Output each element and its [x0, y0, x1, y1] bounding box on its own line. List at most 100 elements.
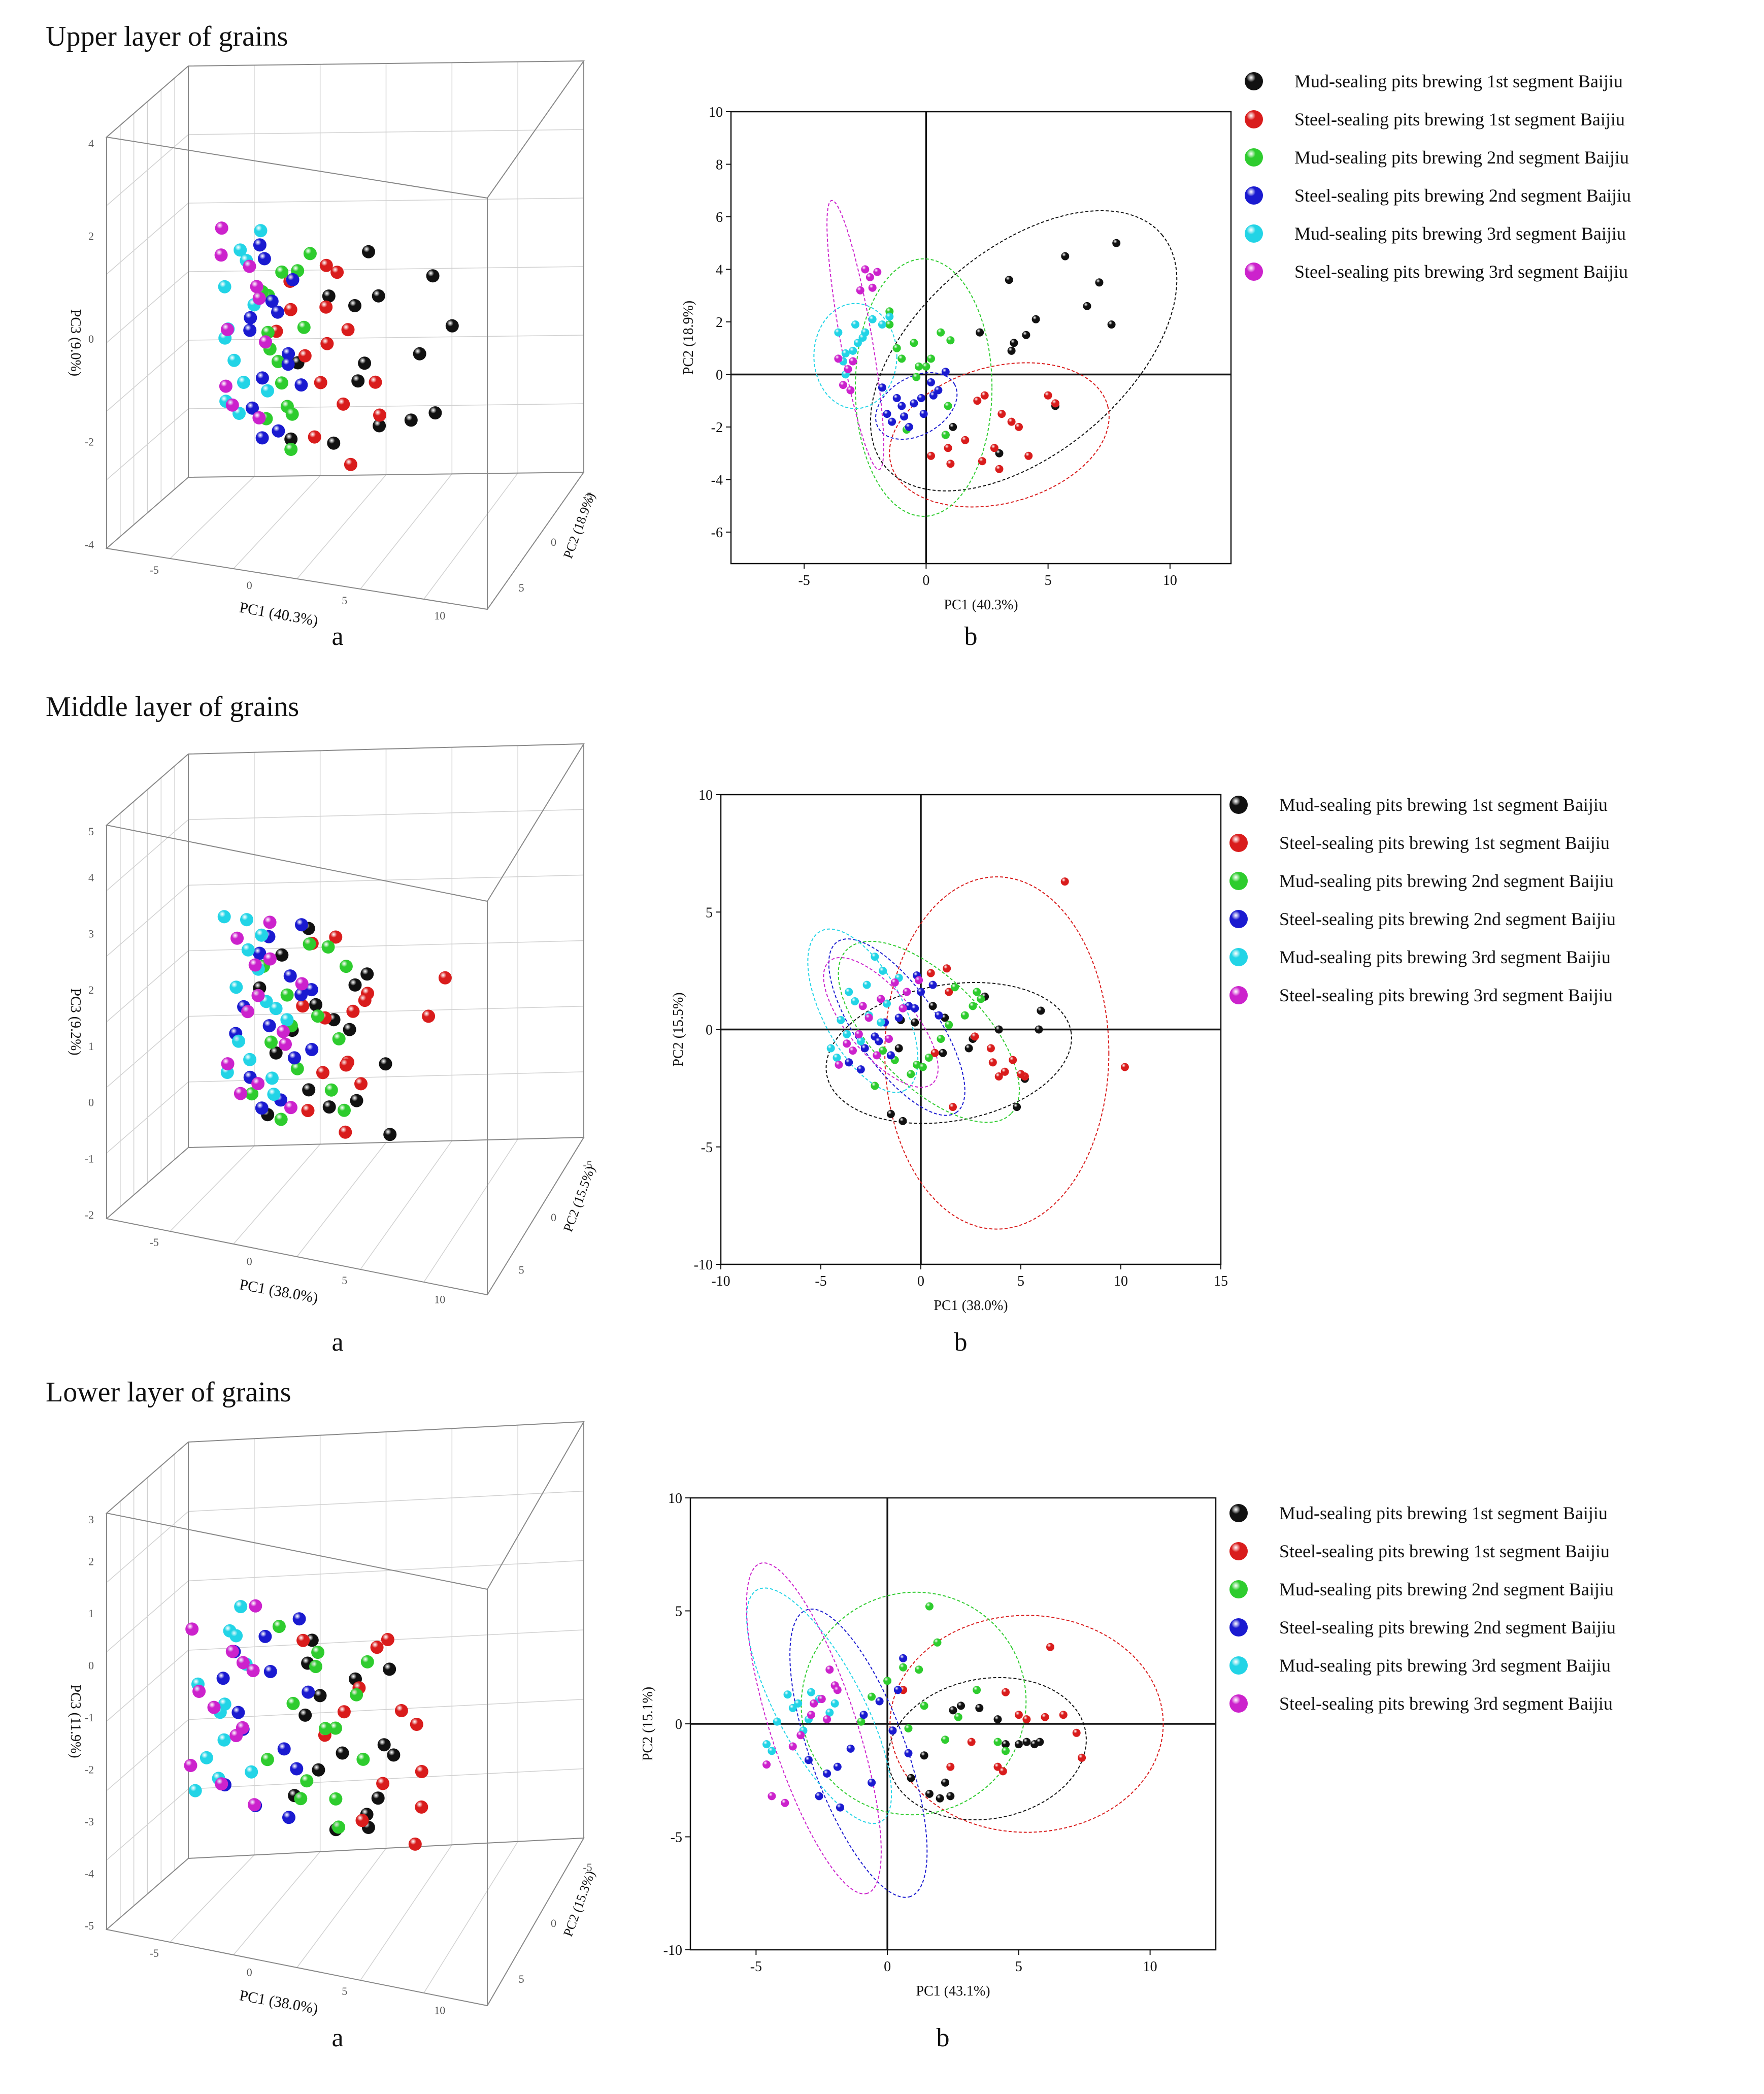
- 3d-data-point: [225, 398, 239, 412]
- 3d-data-point: [214, 248, 228, 262]
- data-point: [977, 995, 985, 1003]
- 3d-data-point: [294, 988, 308, 1001]
- data-point: [899, 1663, 908, 1672]
- 3d-data-point: [248, 1798, 261, 1812]
- confidence-ellipse: [838, 940, 1020, 1123]
- 3d-data-point: [245, 1765, 258, 1779]
- 3d-data-point: [422, 1009, 436, 1023]
- legend-label: Mud-sealing pits brewing 3rd segment Bai…: [1294, 223, 1626, 244]
- 3d-data-point: [246, 1664, 260, 1678]
- legend-marker: [1245, 72, 1263, 90]
- x-axis-title: PC1 (38.0%): [934, 1298, 1008, 1314]
- y-tick-label: 10: [698, 788, 713, 803]
- legend-marker: [1245, 263, 1263, 281]
- 3d-data-point: [259, 335, 272, 349]
- data-point: [783, 1690, 792, 1699]
- 3d-data-point: [319, 1722, 332, 1736]
- data-point: [849, 357, 857, 366]
- data-point: [1013, 1103, 1021, 1111]
- 3d-data-point: [229, 1729, 243, 1743]
- 3d-data-point: [343, 1023, 356, 1036]
- data-point: [846, 386, 855, 395]
- data-point: [976, 328, 984, 337]
- 3d-data-point: [280, 1013, 294, 1027]
- legend-label: Steel-sealing pits brewing 3rd segment B…: [1279, 1693, 1613, 1714]
- data-point: [833, 1762, 842, 1771]
- legend-marker: [1245, 110, 1263, 128]
- grid-line: [188, 1560, 584, 1582]
- data-point: [807, 1688, 815, 1696]
- 3d-data-point: [261, 384, 274, 398]
- 3d-data-point: [227, 353, 241, 367]
- 3d-data-point: [387, 1748, 401, 1762]
- z-tick-label: -2: [85, 1763, 94, 1776]
- data-point: [846, 1744, 855, 1753]
- 3d-data-point: [327, 436, 341, 450]
- data-point: [922, 362, 930, 371]
- 3d-data-point: [341, 323, 355, 337]
- data-point: [807, 1711, 815, 1719]
- data-point: [925, 1789, 934, 1798]
- data-point: [939, 1049, 947, 1057]
- data-point: [849, 1046, 857, 1055]
- data-point: [907, 1774, 915, 1782]
- 3d-data-point: [241, 943, 255, 957]
- grid-line: [423, 1841, 518, 1993]
- 3d-data-point: [284, 303, 297, 316]
- data-point: [980, 391, 989, 400]
- 3d-data-point: [329, 1721, 342, 1735]
- x-tick-label: -5: [815, 1273, 826, 1289]
- grid-line: [170, 476, 255, 559]
- data-point: [1037, 1006, 1045, 1015]
- y-tick-label: 5: [519, 1263, 524, 1276]
- legend-label: Steel-sealing pits brewing 1st segment B…: [1279, 833, 1610, 853]
- 3d-data-point: [336, 1746, 349, 1760]
- y-tick-label: 0: [551, 1211, 556, 1224]
- legend-label: Mud-sealing pits brewing 2nd segment Bai…: [1279, 1579, 1614, 1599]
- data-point: [868, 315, 877, 323]
- data-point: [849, 346, 857, 355]
- data-point: [898, 1004, 907, 1012]
- data-point: [1061, 252, 1070, 260]
- y-tick-label: -10: [663, 1943, 682, 1958]
- 3d-data-point: [360, 967, 374, 981]
- data-point: [879, 1046, 887, 1055]
- legend-marker: [1229, 986, 1248, 1004]
- 3d-data-point: [272, 1620, 286, 1633]
- 3d-data-point: [229, 1629, 243, 1643]
- x-tick-label: -5: [150, 1236, 159, 1249]
- 3d-data-point: [379, 1057, 392, 1071]
- z-axis-title: PC3 (9.0%): [68, 309, 83, 376]
- x-tick-label: 5: [1015, 1959, 1022, 1975]
- z-tick-label: 0: [88, 333, 94, 345]
- data-point: [918, 1063, 927, 1071]
- 3d-data-point: [295, 918, 308, 932]
- 3d-data-point: [275, 376, 288, 390]
- y-tick-label: 10: [668, 1491, 682, 1507]
- 3d-data-point: [320, 337, 334, 350]
- data-point: [995, 449, 1004, 457]
- data-point: [899, 1654, 908, 1662]
- y-tick-label: -6: [711, 525, 723, 541]
- z-tick-label: -1: [85, 1711, 94, 1724]
- grid-line: [423, 1138, 518, 1283]
- data-point: [1024, 451, 1033, 460]
- data-point: [885, 320, 894, 329]
- data-point: [788, 1704, 797, 1712]
- x-tick-label: -10: [711, 1273, 730, 1289]
- 3d-data-point: [350, 1094, 363, 1107]
- legend-marker: [1245, 148, 1263, 167]
- legend-label: Mud-sealing pits brewing 2nd segment Bai…: [1294, 147, 1629, 168]
- data-point: [858, 1002, 867, 1010]
- 3d-data-point: [330, 266, 344, 279]
- y-tick-label: 0: [675, 1717, 682, 1732]
- data-point: [834, 354, 843, 363]
- x-axis-title: PC1 (40.3%): [238, 599, 319, 630]
- 3d-data-point: [284, 1101, 297, 1115]
- data-point: [857, 1717, 866, 1726]
- data-point: [892, 394, 901, 402]
- 3d-data-point: [262, 1019, 276, 1033]
- 3d-data-point: [445, 319, 459, 333]
- data-point: [893, 1686, 902, 1694]
